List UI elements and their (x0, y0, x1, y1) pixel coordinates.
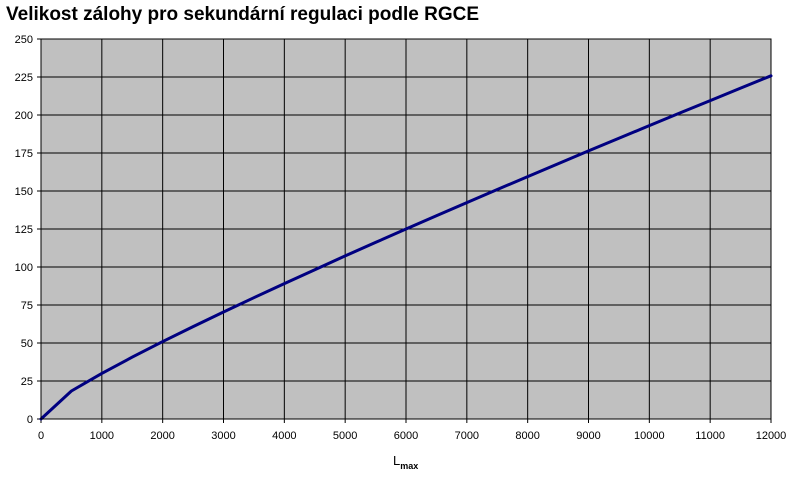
x-tick-label-0: 0 (38, 430, 44, 442)
series-line-0 (39, 74, 773, 421)
x-tick-label-2: 2000 (150, 430, 174, 442)
x-tick-label-3: 3000 (211, 430, 235, 442)
x-tick-label-5: 5000 (333, 430, 357, 442)
x-tick-label-11: 11000 (695, 430, 725, 442)
x-tick-label-7: 7000 (455, 430, 479, 442)
y-tick-label-3: 75 (21, 300, 33, 312)
y-tick-label-7: 175 (15, 148, 33, 160)
y-tick-label-2: 50 (21, 338, 33, 350)
y-tick-label-6: 150 (15, 186, 33, 198)
horizontal-gridlines (41, 38, 771, 382)
y-tick-label-5: 125 (15, 224, 33, 236)
x-axis-label-main: L (393, 453, 400, 468)
y-tick-label-0: 0 (27, 414, 33, 426)
x-tick-label-8: 8000 (515, 430, 539, 442)
x-axis-ticks: 0 1000 2000 3000 4000 5000 6000 7000 8000 9000 100… (38, 419, 786, 442)
y-axis-ticks: 0 25 50 75 100 125 150 175 200 225 250 (15, 34, 41, 426)
x-axis-label: Lmax (393, 453, 418, 471)
x-tick-label-6: 6000 (394, 430, 418, 442)
x-tick-label-10: 10000 (634, 430, 665, 442)
x-tick-label-9: 9000 (576, 430, 600, 442)
y-tick-label-1: 25 (21, 376, 33, 388)
x-tick-label-1: 1000 (90, 430, 114, 442)
chart-title: Velikost zálohy pro sekundární regulaci … (6, 4, 480, 25)
x-axis-label-subscript: max (400, 461, 418, 471)
y-tick-label-10: 250 (15, 34, 33, 46)
y-tick-label-4: 100 (15, 262, 33, 274)
x-tick-label-12: 12000 (756, 430, 787, 442)
y-tick-label-8: 200 (15, 110, 33, 122)
series-layer (39, 74, 773, 421)
y-tick-label-9: 225 (15, 72, 33, 84)
x-tick-label-4: 4000 (272, 430, 296, 442)
